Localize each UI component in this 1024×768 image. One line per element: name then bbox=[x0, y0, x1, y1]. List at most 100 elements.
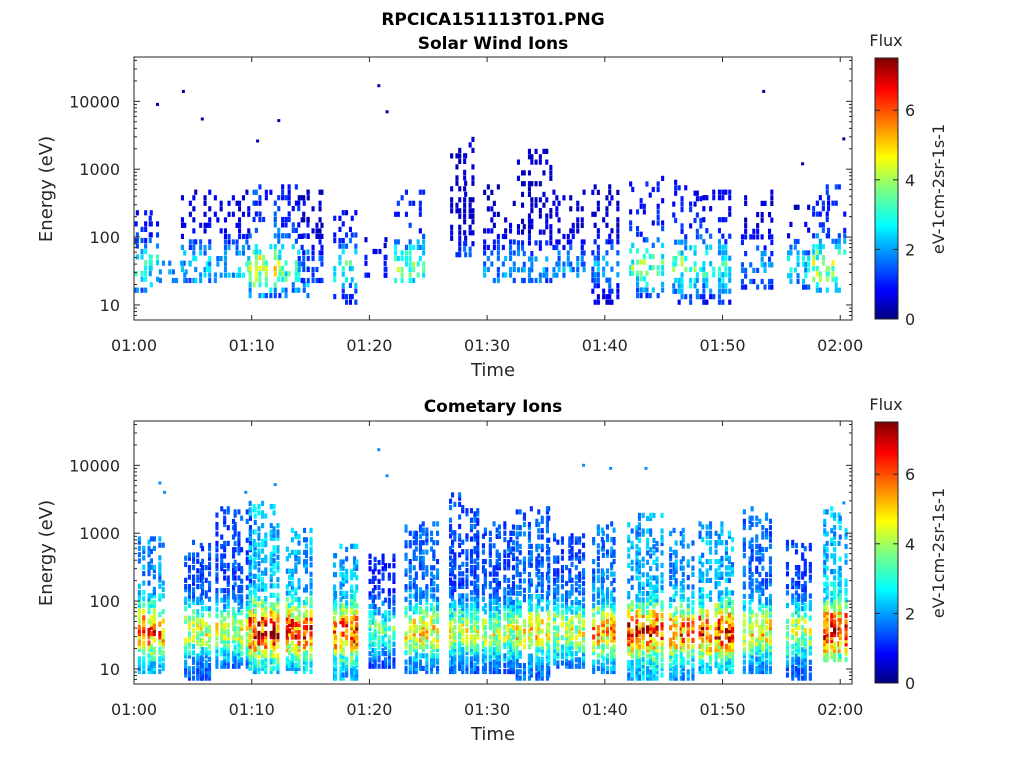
heatmap-cell bbox=[348, 294, 352, 300]
heatmap-cell bbox=[449, 615, 453, 621]
heatmap-cell bbox=[789, 244, 793, 250]
heatmap-cell bbox=[511, 581, 515, 587]
heatmap-cell bbox=[451, 564, 455, 571]
heatmap-cell bbox=[592, 571, 596, 577]
heatmap-cell bbox=[674, 261, 678, 267]
heatmap-cell bbox=[545, 597, 549, 603]
heatmap-cell bbox=[188, 211, 192, 217]
heatmap-cell bbox=[257, 630, 261, 637]
heatmap-cell bbox=[641, 603, 645, 609]
heatmap-cell bbox=[492, 615, 496, 621]
heatmap-cell bbox=[681, 537, 685, 543]
heatmap-cell bbox=[412, 640, 416, 646]
heatmap-cell bbox=[570, 609, 574, 615]
heatmap-cell bbox=[680, 277, 684, 283]
heatmap-cell bbox=[629, 226, 633, 232]
heatmap-cell bbox=[535, 587, 539, 593]
heatmap-cell bbox=[749, 278, 753, 285]
heatmap-cell bbox=[383, 641, 387, 647]
heatmap-cell bbox=[549, 170, 553, 176]
heatmap-cell bbox=[605, 593, 609, 599]
heatmap-cell bbox=[257, 634, 261, 640]
heatmap-cell bbox=[789, 273, 793, 279]
heatmap-cell bbox=[303, 618, 307, 624]
heatmap-cell bbox=[392, 657, 396, 663]
heatmap-cell bbox=[418, 593, 422, 599]
heatmap-cell bbox=[509, 222, 513, 228]
heatmap-cell bbox=[596, 244, 600, 250]
heatmap-cell bbox=[341, 612, 345, 618]
heatmap-cell bbox=[237, 537, 241, 543]
heatmap-cell bbox=[333, 641, 337, 647]
heatmap-cell bbox=[144, 210, 148, 216]
heatmap-cell bbox=[596, 653, 600, 659]
heatmap-cell bbox=[756, 212, 760, 218]
heatmap-cell bbox=[804, 250, 808, 256]
heatmap-cell bbox=[350, 637, 354, 644]
heatmap-cell bbox=[686, 631, 690, 637]
heatmap-cell bbox=[404, 668, 408, 675]
heatmap-cell bbox=[636, 231, 640, 237]
heatmap-cell bbox=[518, 653, 522, 659]
heatmap-cell bbox=[527, 581, 531, 587]
heatmap-cell bbox=[645, 281, 649, 287]
heatmap-cell bbox=[290, 665, 294, 671]
heatmap-cell bbox=[392, 641, 396, 647]
heatmap-cell bbox=[469, 650, 473, 656]
heatmap-cell bbox=[430, 653, 434, 659]
heatmap-cell bbox=[476, 665, 480, 671]
heatmap-cell bbox=[147, 618, 151, 624]
heatmap-cell bbox=[223, 635, 227, 641]
heatmap-cell bbox=[372, 248, 376, 255]
heatmap-cell bbox=[291, 282, 295, 288]
heatmap-cell bbox=[436, 584, 440, 590]
heatmap-cell bbox=[465, 511, 469, 517]
heatmap-cell bbox=[430, 618, 434, 624]
heatmap-cell bbox=[560, 609, 564, 615]
heatmap-cell bbox=[315, 222, 319, 228]
heatmap-cell bbox=[492, 640, 496, 646]
heatmap-cell bbox=[686, 597, 690, 603]
heatmap-cell bbox=[355, 575, 359, 581]
heatmap-cell bbox=[641, 581, 645, 587]
heatmap-cell bbox=[201, 637, 205, 643]
heatmap-cell bbox=[537, 628, 541, 634]
heatmap-cell bbox=[381, 635, 385, 641]
heatmap-cell bbox=[556, 638, 560, 644]
heatmap-cell bbox=[449, 621, 453, 627]
heatmap-cell bbox=[458, 662, 462, 668]
heatmap-cell bbox=[537, 663, 541, 669]
heatmap-cell bbox=[495, 618, 499, 624]
heatmap-cell bbox=[226, 647, 230, 653]
heatmap-cell bbox=[469, 552, 473, 558]
heatmap-cell bbox=[418, 562, 422, 568]
heatmap-cell bbox=[254, 265, 258, 271]
heatmap-cell bbox=[353, 572, 357, 578]
heatmap-cell bbox=[488, 625, 492, 631]
heatmap-cell bbox=[660, 512, 664, 518]
heatmap-cell bbox=[381, 622, 385, 628]
heatmap-cell bbox=[418, 618, 422, 624]
heatmap-cell bbox=[649, 612, 653, 619]
heatmap-cell bbox=[196, 618, 200, 624]
heatmap-cell bbox=[226, 588, 230, 594]
heatmap-cell bbox=[233, 569, 237, 575]
heatmap-cell bbox=[226, 622, 230, 628]
heatmap-cell bbox=[392, 597, 396, 603]
heatmap-cell bbox=[245, 654, 249, 660]
heatmap-cell bbox=[576, 200, 580, 206]
heatmap-cell bbox=[355, 644, 359, 650]
heatmap-cell bbox=[807, 227, 811, 233]
heatmap-cell bbox=[253, 545, 257, 551]
heatmap-cell bbox=[276, 545, 280, 551]
heatmap-cell bbox=[371, 600, 375, 606]
heatmap-cell bbox=[208, 587, 212, 593]
heatmap-cell bbox=[147, 659, 151, 665]
heatmap-cell bbox=[381, 572, 385, 578]
heatmap-cell bbox=[515, 572, 519, 578]
heatmap-cell bbox=[637, 531, 641, 537]
heatmap-cell bbox=[453, 586, 457, 593]
heatmap-cell bbox=[679, 612, 683, 618]
heatmap-cell bbox=[422, 239, 426, 245]
heatmap-cell bbox=[601, 662, 605, 668]
